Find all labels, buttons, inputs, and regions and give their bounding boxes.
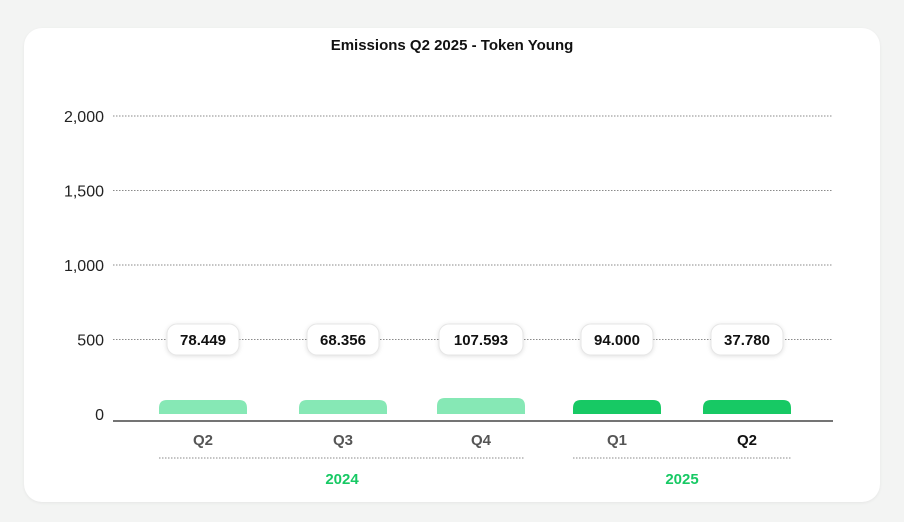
value-label: 37.780: [724, 332, 770, 349]
value-pill: [438, 323, 524, 356]
y-tick-label: 0: [95, 407, 104, 424]
value-label: 68.356: [320, 332, 366, 349]
x-tick-label: Q1: [607, 432, 627, 449]
bar: [437, 397, 525, 414]
x-tick-label: Q4: [471, 432, 492, 449]
x-tick-label: Q2: [737, 432, 757, 449]
value-pill: [580, 323, 654, 356]
value-pill: [306, 323, 380, 356]
y-tick-label: 1,500: [64, 184, 104, 201]
x-tick-label: Q2: [193, 432, 213, 449]
y-tick-label: 500: [77, 333, 104, 350]
value-label: 94.000: [594, 332, 640, 349]
value-pill: [166, 323, 240, 356]
bar: [299, 400, 387, 414]
y-tick-label: 1,000: [64, 258, 104, 275]
bar: [703, 400, 791, 414]
value-pill: [710, 323, 784, 356]
bar: [573, 399, 661, 414]
value-label: 107.593: [454, 332, 508, 349]
group-label: 2025: [665, 471, 698, 488]
group-label: 2024: [325, 471, 359, 488]
y-tick-label: 2,000: [64, 109, 104, 126]
x-tick-label: Q3: [333, 432, 353, 449]
value-label: 78.449: [180, 332, 226, 349]
chart-title: Emissions Q2 2025 - Token Young: [330, 37, 574, 54]
bar: [159, 400, 247, 414]
